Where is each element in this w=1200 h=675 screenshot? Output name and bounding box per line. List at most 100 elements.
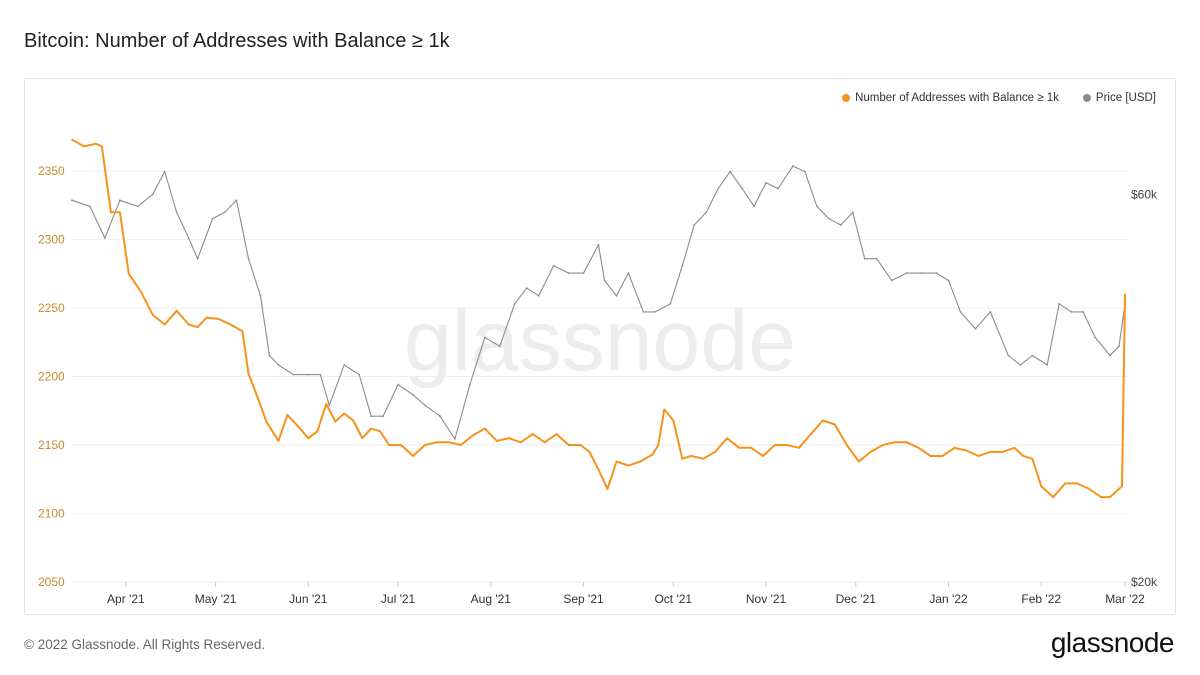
data-point-addresses: [606, 488, 609, 490]
data-point-price: [397, 383, 399, 386]
data-point-addresses: [588, 451, 591, 453]
data-point-addresses: [881, 444, 884, 446]
data-point-addresses: [750, 446, 752, 449]
data-point-addresses: [519, 441, 522, 444]
data-point-price: [753, 205, 755, 208]
data-point-addresses: [412, 455, 414, 457]
data-point-addresses: [343, 412, 346, 415]
legend-item-addresses[interactable]: Number of Addresses with Balance ≥ 1k: [842, 92, 1059, 104]
data-point-addresses: [1022, 455, 1025, 457]
data-point-price: [196, 257, 199, 260]
data-point-price: [175, 211, 178, 214]
data-point-addresses: [681, 457, 684, 460]
data-point-price: [1031, 354, 1034, 357]
data-point-addresses: [507, 437, 510, 440]
data-point-price: [268, 354, 271, 357]
data-point-addresses: [965, 449, 968, 452]
y-tick-label-left: 2250: [38, 301, 65, 315]
data-point-price: [259, 294, 262, 297]
data-point-addresses: [702, 457, 705, 460]
data-point-addresses: [953, 446, 956, 449]
data-point-addresses: [361, 437, 364, 440]
data-point-addresses: [151, 314, 154, 316]
data-point-price: [211, 217, 214, 220]
data-point-addresses: [672, 419, 675, 422]
data-point-addresses: [567, 444, 570, 446]
legend-dot-price: [1082, 94, 1091, 102]
series-line-price: [71, 165, 1126, 440]
watermark: glassnode: [404, 293, 796, 389]
data-point-addresses: [989, 451, 992, 453]
data-point-addresses: [388, 444, 390, 446]
data-point-price: [804, 170, 806, 173]
data-point-price: [358, 373, 361, 376]
data-point-price: [370, 415, 373, 418]
y-tick-label-left: 2100: [38, 507, 65, 521]
data-point-price: [412, 393, 414, 396]
legend-item-price[interactable]: Price [USD]: [1082, 92, 1156, 104]
data-point-price: [328, 404, 331, 407]
data-point-price: [319, 373, 322, 376]
data-point-price: [439, 415, 441, 418]
data-point-price: [247, 257, 250, 260]
data-point-addresses: [83, 145, 85, 148]
data-point-addresses: [615, 460, 618, 463]
chart-frame: [24, 78, 1176, 615]
data-point-price: [947, 279, 950, 282]
data-point-addresses: [217, 318, 220, 320]
data-point-addresses: [196, 326, 199, 329]
chart-title: Bitcoin: Number of Addresses with Balanc…: [24, 30, 450, 52]
data-point-price: [863, 257, 866, 260]
data-point-addresses: [1118, 488, 1120, 490]
data-point-addresses: [277, 440, 280, 442]
glassnode-logo[interactable]: glassnode: [1050, 627, 1175, 658]
data-point-price: [223, 211, 226, 214]
data-point-addresses: [774, 444, 776, 446]
data-point-addresses: [334, 420, 337, 423]
data-point-addresses: [352, 419, 355, 422]
data-point-addresses: [286, 414, 289, 416]
y-tick-label-left: 2350: [38, 164, 65, 178]
data-point-price: [1109, 354, 1111, 357]
data-point-addresses: [543, 441, 546, 444]
data-point-price: [627, 272, 630, 274]
data-point-addresses: [845, 444, 848, 446]
data-point-addresses: [448, 441, 450, 444]
data-point-price: [1118, 345, 1120, 348]
y-tick-label-left: 2150: [38, 438, 65, 452]
y-tick-label-left: 2200: [38, 370, 65, 384]
data-point-price: [935, 272, 938, 274]
data-point-addresses: [977, 455, 980, 457]
data-point-price: [1019, 364, 1022, 366]
data-point-price: [552, 264, 555, 267]
data-point-price: [816, 205, 818, 208]
data-point-addresses: [869, 451, 872, 453]
data-point-addresses: [690, 455, 693, 457]
data-point-price: [642, 311, 645, 313]
data-point-price: [277, 364, 280, 366]
data-point-addresses: [1109, 496, 1111, 498]
data-point-addresses: [495, 440, 498, 442]
legend-dot-addresses: [842, 94, 851, 102]
data-point-addresses: [424, 444, 426, 446]
data-point-addresses: [555, 433, 558, 435]
data-point-addresses: [247, 372, 250, 375]
data-point-addresses: [241, 330, 244, 333]
data-point-addresses: [1064, 482, 1067, 485]
x-tick-label: Mar '22: [1105, 592, 1145, 606]
data-point-price: [307, 373, 310, 376]
data-point-price: [603, 279, 606, 282]
data-point-price: [235, 199, 238, 202]
chart-legend: Number of Addresses with Balance ≥ 1k Pr…: [842, 92, 1156, 104]
data-point-price: [104, 237, 106, 240]
data-point-price: [669, 302, 672, 305]
data-point-addresses: [531, 433, 534, 435]
data-point-addresses: [941, 455, 944, 457]
x-tick-label: Feb '22: [1021, 592, 1061, 606]
series-line-addresses: [71, 138, 1126, 499]
data-point-addresses: [316, 430, 319, 433]
data-point-addresses: [905, 441, 908, 444]
legend-label-price: Price [USD]: [1095, 92, 1156, 104]
data-point-addresses: [627, 464, 630, 467]
